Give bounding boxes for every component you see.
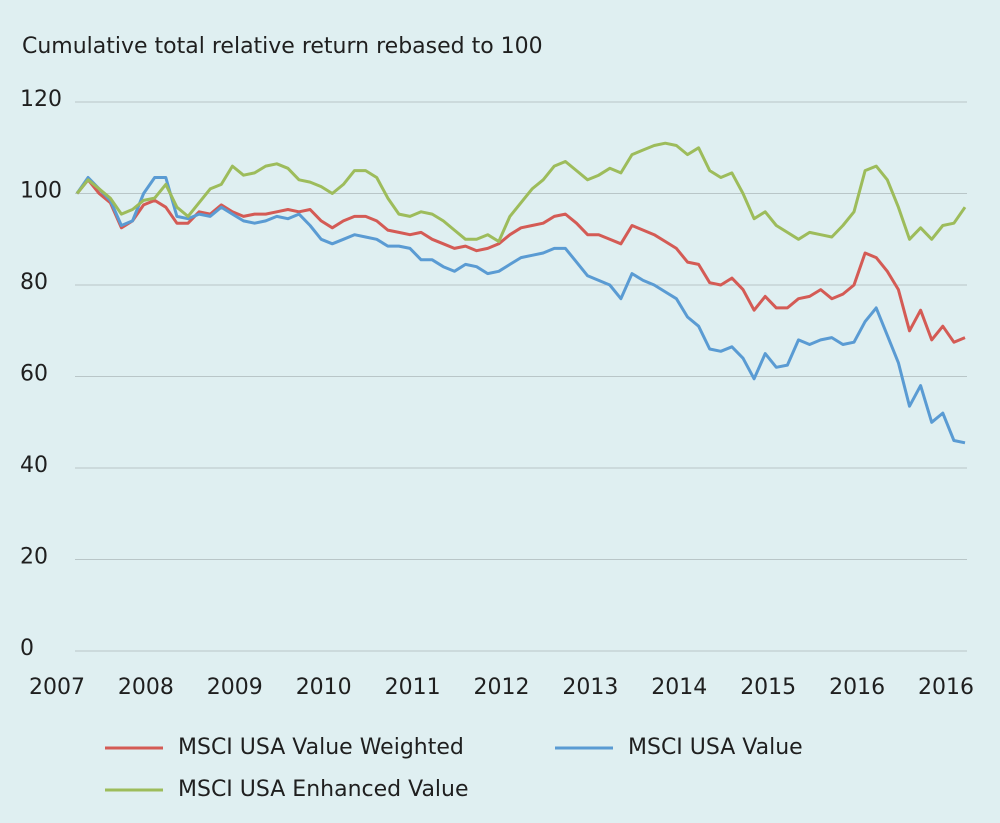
x-tick-label: 2012 bbox=[474, 675, 530, 700]
y-tick-label: 40 bbox=[20, 453, 48, 478]
y-tick-label: 0 bbox=[20, 636, 34, 661]
x-tick-label: 2015 bbox=[740, 675, 796, 700]
x-tick-label: 2007 bbox=[29, 675, 85, 700]
y-tick-label: 100 bbox=[20, 179, 62, 204]
x-tick-label: 2016 bbox=[918, 675, 974, 700]
x-tick-label: 2016 bbox=[829, 675, 885, 700]
legend-label: MSCI USA Enhanced Value bbox=[178, 777, 469, 802]
y-tick-label: 60 bbox=[20, 362, 48, 387]
series-line bbox=[75, 141, 967, 243]
legend-label: MSCI USA Value bbox=[628, 735, 803, 760]
series-line bbox=[75, 178, 966, 344]
legend-label: MSCI USA Value Weighted bbox=[178, 735, 464, 760]
x-tick-label: 2013 bbox=[562, 675, 618, 700]
chart-title: Cumulative total relative return rebased… bbox=[22, 34, 543, 59]
series-line bbox=[75, 176, 966, 445]
x-tick-label: 2008 bbox=[118, 675, 174, 700]
x-tick-label: 2009 bbox=[207, 675, 263, 700]
x-tick-label: 2011 bbox=[385, 675, 441, 700]
y-tick-label: 120 bbox=[20, 87, 62, 112]
x-tick-label: 2014 bbox=[651, 675, 707, 700]
x-tick-label: 2010 bbox=[296, 675, 352, 700]
y-tick-label: 20 bbox=[20, 545, 48, 570]
y-tick-label: 80 bbox=[20, 270, 48, 295]
